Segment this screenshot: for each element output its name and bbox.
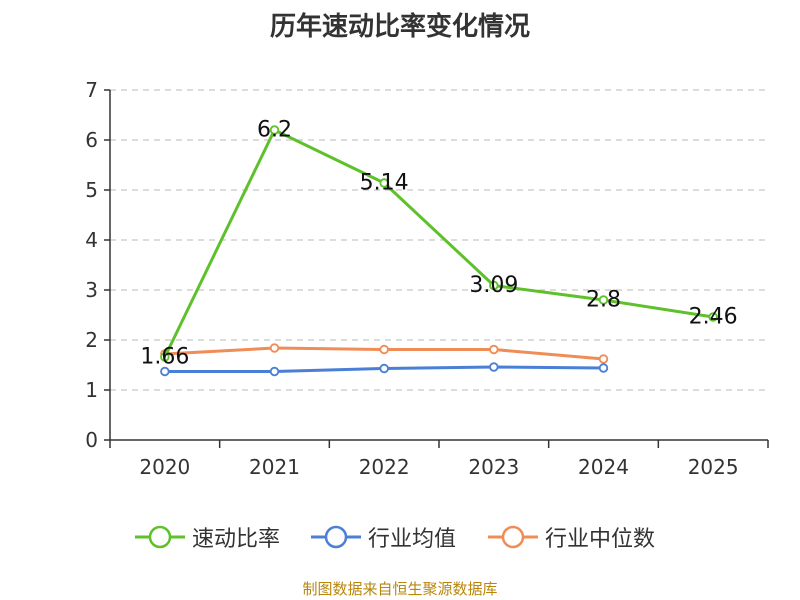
data-point — [160, 366, 170, 377]
legend-item[interactable]: 行业均值 — [310, 520, 456, 554]
x-tick-label: 2023 — [468, 455, 519, 479]
data-label: 5.14 — [360, 171, 409, 196]
legend-marker-icon — [311, 525, 361, 549]
data-label: 1.66 — [140, 345, 189, 370]
y-tick-label: 3 — [85, 278, 98, 302]
data-point — [160, 352, 170, 362]
y-tick-label: 7 — [85, 78, 98, 102]
chart-title: 历年速动比率变化情况 — [269, 12, 530, 42]
data-label: 3.09 — [469, 273, 518, 298]
data-label: 6.2 — [257, 118, 292, 143]
data-point — [708, 312, 718, 322]
x-tick-label: 2021 — [249, 455, 300, 479]
y-tick-label: 0 — [85, 428, 98, 452]
data-point — [489, 344, 499, 355]
x-tick-label: 2020 — [139, 455, 190, 479]
y-tick-label: 6 — [85, 128, 98, 152]
data-point — [598, 354, 609, 364]
y-tick-label: 2 — [85, 328, 98, 352]
data-point — [379, 344, 389, 355]
data-point — [598, 295, 609, 305]
data-point — [379, 363, 389, 374]
legend-item[interactable]: 速动比率 — [134, 520, 280, 554]
y-tick-label: 1 — [85, 378, 98, 402]
data-label: 2.46 — [689, 305, 738, 330]
axes: 0 1 2 3 4 5 6 7 2020 2021 2022 2023 2024 2025 — [85, 78, 769, 479]
x-tick-label: 2024 — [578, 455, 629, 479]
data-point — [269, 366, 280, 377]
legend: 速动比率 行业均值 行业中位数 — [0, 520, 800, 554]
y-tick-label: 4 — [85, 228, 98, 252]
legend-label: 行业均值 — [368, 527, 457, 552]
source-note: 制图数据来自恒生聚源数据库 — [302, 580, 498, 598]
data-labels: 1.66 6.2 5.14 3.09 2.8 2.46 — [140, 118, 737, 370]
y-tick-label: 5 — [85, 178, 98, 202]
series-lines — [160, 125, 718, 377]
legend-label: 行业中位数 — [545, 527, 656, 552]
x-tick-label: 2022 — [359, 455, 410, 479]
data-point — [269, 343, 280, 353]
legend-marker-icon — [135, 525, 185, 549]
legend-item[interactable]: 行业中位数 — [487, 520, 655, 554]
legend-marker-icon — [488, 525, 538, 549]
legend-label: 速动比率 — [192, 527, 281, 552]
data-point — [489, 362, 499, 372]
data-point — [269, 125, 280, 135]
data-label: 2.8 — [586, 288, 621, 313]
x-tick-label: 2025 — [688, 455, 739, 479]
data-point — [598, 363, 609, 373]
grid-lines — [110, 89, 768, 391]
series-line — [163, 128, 714, 358]
data-point — [379, 178, 389, 188]
data-point — [489, 280, 499, 291]
